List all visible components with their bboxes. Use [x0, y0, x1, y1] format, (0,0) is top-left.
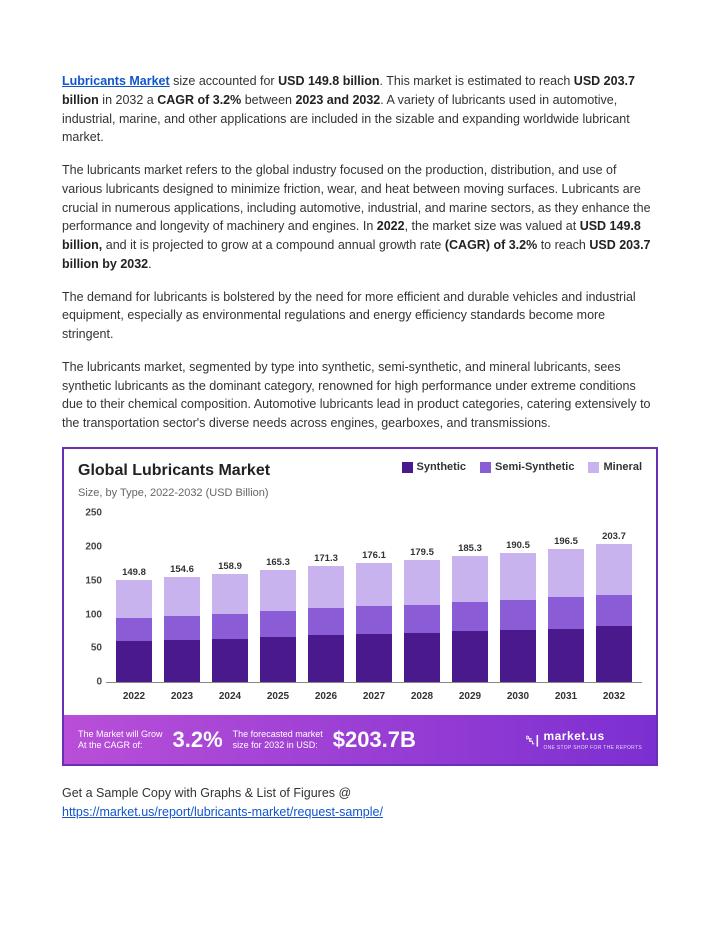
- bar-value-label: 196.5: [554, 535, 578, 549]
- x-axis-label: 2028: [404, 689, 440, 704]
- bar-segment-semi: [164, 616, 200, 640]
- x-axis-label: 2027: [356, 689, 392, 704]
- bar-segment-mineral: [356, 563, 392, 607]
- intro-paragraph-3: The demand for lubricants is bolstered b…: [62, 288, 658, 344]
- chart-banner: The Market will GrowAt the CAGR of: 3.2%…: [64, 715, 656, 764]
- x-axis-label: 2022: [116, 689, 152, 704]
- y-axis-tick: 200: [78, 540, 102, 555]
- banner-cagr-value: 3.2%: [173, 723, 223, 756]
- bar-column: 196.5: [548, 549, 584, 683]
- y-axis-tick: 50: [78, 641, 102, 656]
- bar-segment-synthetic: [548, 629, 584, 683]
- legend-item: Mineral: [588, 459, 642, 476]
- y-axis-tick: 150: [78, 573, 102, 588]
- legend-swatch: [588, 462, 599, 473]
- banner-grow-label: The Market will GrowAt the CAGR of:: [78, 729, 163, 751]
- bar-segment-synthetic: [356, 634, 392, 682]
- bar-value-label: 179.5: [410, 546, 434, 560]
- x-axis-label: 2029: [452, 689, 488, 704]
- bar-segment-synthetic: [116, 641, 152, 682]
- y-axis-tick: 100: [78, 607, 102, 622]
- banner-forecast-label: The forecasted marketsize for 2032 in US…: [233, 729, 323, 751]
- bar-segment-synthetic: [164, 640, 200, 682]
- chart-subtitle: Size, by Type, 2022-2032 (USD Billion): [78, 485, 270, 502]
- bar-column: 203.7: [596, 544, 632, 683]
- bar-segment-semi: [596, 595, 632, 627]
- bar-segment-synthetic: [308, 635, 344, 682]
- bar-segment-synthetic: [404, 633, 440, 682]
- x-axis-label: 2025: [260, 689, 296, 704]
- intro-paragraph-2: The lubricants market refers to the glob…: [62, 161, 658, 274]
- bar-value-label: 176.1: [362, 549, 386, 563]
- bar-value-label: 149.8: [122, 566, 146, 580]
- bar-column: 185.3: [452, 556, 488, 682]
- bar-segment-synthetic: [500, 630, 536, 682]
- x-axis-label: 2024: [212, 689, 248, 704]
- bar-segment-mineral: [596, 544, 632, 595]
- chart-legend: Synthetic Semi-Synthetic Mineral: [402, 459, 643, 476]
- bar-value-label: 165.3: [266, 556, 290, 570]
- legend-label: Synthetic: [417, 459, 467, 476]
- chart-title: Global Lubricants Market: [78, 459, 270, 483]
- lubricants-market-link[interactable]: Lubricants Market: [62, 74, 170, 88]
- bar-segment-synthetic: [596, 626, 632, 682]
- bar-segment-semi: [116, 618, 152, 642]
- x-axis-label: 2026: [308, 689, 344, 704]
- bar-column: 154.6: [164, 577, 200, 682]
- bar-segment-semi: [356, 606, 392, 634]
- bar-column: 165.3: [260, 570, 296, 682]
- bar-segment-synthetic: [260, 637, 296, 682]
- bar-segment-semi: [500, 600, 536, 630]
- y-axis-tick: 250: [78, 506, 102, 521]
- bar-value-label: 154.6: [170, 563, 194, 577]
- bar-segment-semi: [548, 597, 584, 628]
- bar-column: 176.1: [356, 563, 392, 683]
- bar-column: 179.5: [404, 560, 440, 682]
- chart-card: Global Lubricants Market Size, by Type, …: [62, 447, 658, 767]
- legend-label: Mineral: [603, 459, 642, 476]
- banner-forecast-value: $203.7B: [333, 723, 416, 756]
- bar-segment-mineral: [404, 560, 440, 605]
- bar-value-label: 158.9: [218, 560, 242, 574]
- bar-value-label: 203.7: [602, 530, 626, 544]
- x-axis-label: 2032: [596, 689, 632, 704]
- bar-segment-mineral: [116, 580, 152, 617]
- sample-copy-text: Get a Sample Copy with Graphs & List of …: [62, 784, 658, 822]
- legend-swatch: [480, 462, 491, 473]
- bar-value-label: 185.3: [458, 542, 482, 556]
- bar-segment-mineral: [308, 566, 344, 608]
- bar-segment-semi: [260, 611, 296, 638]
- bar-segment-mineral: [212, 574, 248, 613]
- bar-column: 190.5: [500, 553, 536, 683]
- legend-item: Semi-Synthetic: [480, 459, 574, 476]
- bar-column: 158.9: [212, 574, 248, 682]
- bar-segment-semi: [308, 608, 344, 635]
- bar-segment-mineral: [548, 549, 584, 598]
- x-axis-label: 2030: [500, 689, 536, 704]
- intro-paragraph-4: The lubricants market, segmented by type…: [62, 358, 658, 433]
- legend-swatch: [402, 462, 413, 473]
- x-axis-label: 2031: [548, 689, 584, 704]
- bar-segment-semi: [212, 614, 248, 639]
- bar-segment-mineral: [500, 553, 536, 600]
- bar-segment-synthetic: [452, 631, 488, 682]
- bar-value-label: 190.5: [506, 539, 530, 553]
- bar-segment-mineral: [260, 570, 296, 611]
- legend-label: Semi-Synthetic: [495, 459, 574, 476]
- intro-paragraph-1: Lubricants Market size accounted for USD…: [62, 72, 658, 147]
- bar-segment-semi: [404, 605, 440, 634]
- bar-segment-semi: [452, 602, 488, 631]
- bar-segment-synthetic: [212, 639, 248, 683]
- bar-value-label: 171.3: [314, 552, 338, 566]
- bar-column: 171.3: [308, 566, 344, 682]
- x-axis-label: 2023: [164, 689, 200, 704]
- y-axis-tick: 0: [78, 675, 102, 690]
- brand-logo: ␡| market.us ONE STOP SHOP FOR THE REPOR…: [525, 727, 642, 753]
- bar-segment-mineral: [452, 556, 488, 602]
- sample-copy-link[interactable]: https://market.us/report/lubricants-mark…: [62, 805, 383, 819]
- brand-icon: ␡|: [525, 731, 539, 749]
- legend-item: Synthetic: [402, 459, 467, 476]
- bar-segment-mineral: [164, 577, 200, 615]
- bar-column: 149.8: [116, 580, 152, 682]
